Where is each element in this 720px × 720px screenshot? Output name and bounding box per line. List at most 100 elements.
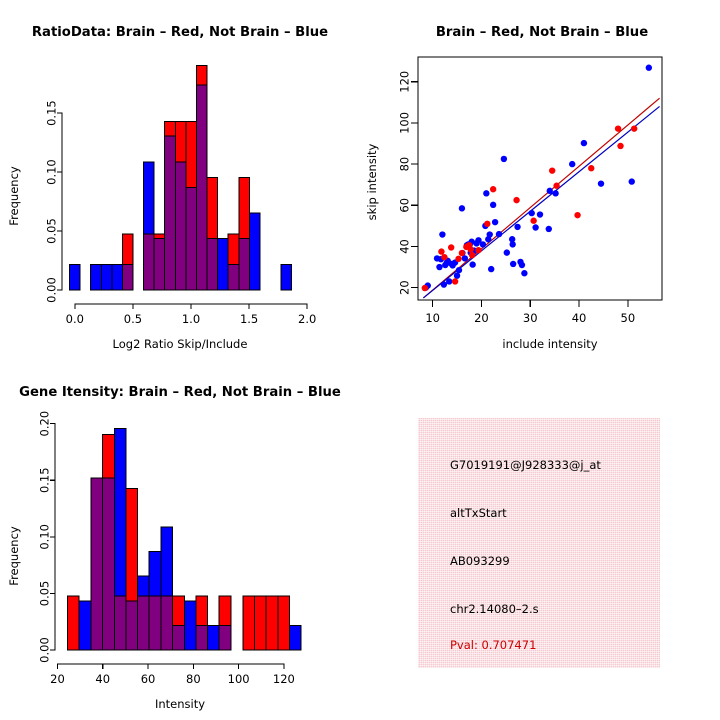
histogram-bar bbox=[277, 595, 291, 651]
ratio-histogram-svg: RatioData: Brain – Red, Not Brain – Blue… bbox=[7, 25, 328, 351]
accession-text: AB093299 bbox=[450, 554, 510, 568]
x-tick-label: 2.0 bbox=[298, 312, 316, 326]
scatter-point bbox=[495, 230, 503, 238]
x-tick-label: 40 bbox=[95, 672, 110, 686]
scatter-point bbox=[455, 255, 462, 263]
x-tick-label: 50 bbox=[621, 311, 636, 325]
y-tick-label: 0.15 bbox=[38, 467, 52, 493]
scatter-point bbox=[438, 248, 445, 255]
probe-info-box: G7019191@J928333@j_at altTxStart AB09329… bbox=[418, 418, 660, 668]
scatter-point bbox=[546, 187, 553, 195]
scatter-point bbox=[484, 220, 491, 228]
scatter-axes: 20 40 60 80 100 120 10 20 30 40 50 bbox=[398, 71, 636, 325]
scatter-point bbox=[475, 246, 482, 254]
scatter-point bbox=[489, 201, 497, 209]
histogram-bar bbox=[69, 263, 81, 291]
histogram-bar-overlap bbox=[227, 263, 240, 291]
histogram-bar bbox=[253, 595, 267, 651]
scatter-point bbox=[588, 165, 595, 172]
ratio-histogram-axes: 0.00 0.05 0.10 0.15 0.0 0.5 1.0 1.5 2.0 bbox=[45, 100, 317, 326]
x-tick-label: 0.0 bbox=[66, 312, 84, 326]
scatter-point bbox=[483, 190, 490, 197]
scatter-point bbox=[458, 205, 466, 212]
scatter-point bbox=[440, 281, 448, 288]
scatter-point bbox=[645, 64, 653, 71]
gene-histogram-xlabel: Intensity bbox=[155, 697, 205, 711]
scatter-title: Brain – Red, Not Brain – Blue bbox=[436, 25, 648, 40]
histogram-bar-overlap bbox=[125, 600, 139, 651]
scatter-point bbox=[530, 217, 537, 224]
y-tick-label: 80 bbox=[398, 157, 412, 172]
scatter-point bbox=[569, 160, 576, 168]
histogram-bar bbox=[90, 263, 102, 291]
scatter-point bbox=[536, 211, 544, 218]
scatter-point bbox=[500, 155, 508, 163]
x-tick-label: 20 bbox=[474, 311, 489, 325]
scatter-point bbox=[447, 244, 455, 251]
scatter-point bbox=[549, 167, 556, 174]
histogram-bar-overlap bbox=[143, 233, 155, 291]
y-tick-label: 0.00 bbox=[38, 637, 52, 663]
histogram-bar bbox=[183, 600, 197, 651]
y-tick-label: 0.15 bbox=[45, 100, 59, 126]
panel-ratio-histogram: RatioData: Brain – Red, Not Brain – Blue… bbox=[0, 0, 360, 360]
histogram-bar-overlap bbox=[171, 624, 185, 651]
histogram-bar-overlap bbox=[206, 238, 219, 291]
gene-histogram-axes: 0.00 0.05 0.10 0.15 0.20 20 40 60 80 100 120 bbox=[38, 411, 295, 686]
scatter-point bbox=[488, 265, 495, 273]
y-tick-label: 20 bbox=[398, 280, 412, 295]
scatter-point bbox=[455, 266, 463, 274]
x-tick-label: 80 bbox=[186, 672, 201, 686]
x-tick-label: 60 bbox=[141, 672, 156, 686]
y-tick-label: 0.20 bbox=[38, 411, 52, 437]
scatter-point bbox=[597, 180, 605, 187]
y-tick-label: 0.05 bbox=[45, 218, 59, 244]
scatter-point bbox=[528, 209, 535, 217]
scatter-point bbox=[469, 261, 476, 268]
scatter-point bbox=[614, 125, 622, 132]
scatter-point bbox=[532, 224, 539, 231]
scatter-point bbox=[628, 178, 635, 185]
panel-gene-intensity-histogram: Gene Itensity: Brain – Red, Not Brain – … bbox=[0, 360, 360, 720]
gene-histogram-ylabel: Frequency bbox=[7, 526, 21, 586]
scatter-fit-lines bbox=[422, 97, 660, 299]
x-tick-label: 30 bbox=[523, 311, 538, 325]
x-tick-label: 40 bbox=[572, 311, 587, 325]
scatter-point bbox=[468, 251, 476, 259]
scatter-points bbox=[421, 64, 653, 292]
scatter-point bbox=[509, 260, 517, 268]
y-tick-label: 100 bbox=[398, 112, 412, 134]
scatter-xlabel: include intensity bbox=[502, 337, 597, 351]
scatter-point bbox=[630, 125, 638, 132]
panel-intensity-scatter: Brain – Red, Not Brain – Blue skip inten… bbox=[360, 0, 720, 360]
x-axis-line bbox=[56, 663, 285, 669]
histogram-bar-overlap bbox=[195, 84, 208, 291]
x-tick-label: 1.5 bbox=[240, 312, 258, 326]
histogram-bar bbox=[111, 263, 123, 291]
scatter-point bbox=[545, 225, 552, 233]
scatter-point bbox=[461, 255, 469, 262]
event-type-text: altTxStart bbox=[450, 506, 507, 520]
y-tick-label: 0.05 bbox=[38, 581, 52, 607]
y-axis-line bbox=[57, 112, 63, 291]
histogram-bar bbox=[248, 212, 261, 291]
scatter-point bbox=[421, 284, 429, 292]
y-tick-label: 120 bbox=[398, 71, 412, 93]
x-tick-label: 0.5 bbox=[124, 312, 142, 326]
y-tick-label: 40 bbox=[398, 239, 412, 254]
y-tick-label: 0.00 bbox=[45, 277, 59, 303]
histogram-bar bbox=[242, 595, 255, 651]
panel-probe-info: G7019191@J928333@j_at altTxStart AB09329… bbox=[360, 360, 720, 720]
histogram-bar bbox=[280, 263, 293, 291]
scatter-point bbox=[508, 236, 516, 243]
histogram-bar-overlap bbox=[121, 263, 134, 291]
scatter-point bbox=[580, 139, 588, 147]
histogram-bar bbox=[78, 600, 92, 651]
scatter-point bbox=[574, 211, 581, 219]
scatter-point bbox=[489, 186, 497, 193]
scatter-point bbox=[441, 253, 448, 261]
scatter-point bbox=[446, 278, 453, 285]
scatter-point bbox=[553, 182, 560, 189]
scatter-point bbox=[467, 246, 474, 253]
y-tick-label: 0.10 bbox=[45, 159, 59, 185]
